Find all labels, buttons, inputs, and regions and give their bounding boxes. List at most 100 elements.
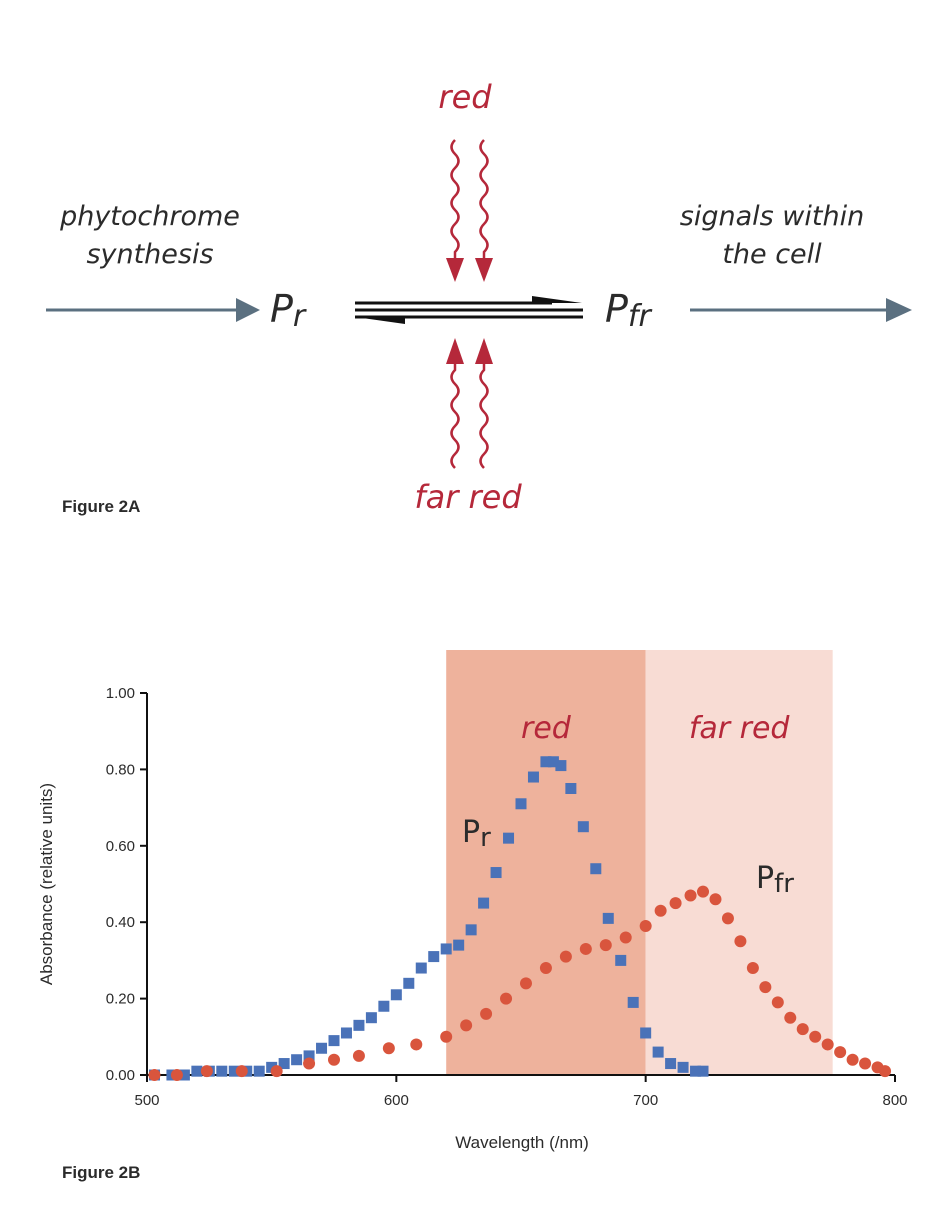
band-labels: red far red: [521, 711, 790, 746]
pfr-data-point: [539, 962, 552, 975]
pfr-data-point: [709, 893, 722, 906]
pfr-data-point: [759, 981, 772, 994]
pr-data-point: [378, 1000, 390, 1012]
pr-data-point: [665, 1058, 677, 1070]
band-label-far-red: far red: [689, 711, 791, 746]
pr-data-point: [328, 1035, 340, 1047]
pfr-data-point: [746, 962, 759, 975]
pr-data-point: [291, 1054, 303, 1066]
x-tick-label: 800: [882, 1092, 907, 1109]
right-label-line1: signals within: [680, 201, 864, 232]
pr-label: Pr: [270, 287, 307, 334]
pfr-data-point: [809, 1030, 822, 1043]
pr-data-point: [478, 897, 490, 909]
pfr-data-point: [303, 1057, 316, 1070]
pfr-data-point: [440, 1030, 453, 1043]
pfr-data-point: [834, 1046, 847, 1059]
y-tick-label: 1.00: [106, 685, 135, 702]
pr-data-point: [266, 1061, 278, 1073]
pfr-data-point: [410, 1038, 423, 1051]
figure-2b-label: Figure 2B: [62, 1163, 140, 1182]
pr-data-point: [677, 1061, 689, 1073]
pfr-data-point: [519, 977, 532, 990]
pr-data-point: [191, 1065, 203, 1077]
pfr-data-point: [382, 1042, 395, 1055]
pr-data-point: [690, 1065, 702, 1077]
pr-data-point: [390, 989, 402, 1001]
signal-arrow: [690, 298, 912, 322]
pr-data-point: [565, 783, 577, 794]
pr-data-point: [615, 954, 627, 966]
pfr-label: Pfr: [605, 287, 652, 334]
series-pfr: [148, 885, 892, 1081]
pfr-data-point: [235, 1065, 248, 1078]
pr-data-point: [590, 863, 602, 875]
pfr-data-point: [148, 1069, 161, 1081]
pr-data-point: [555, 760, 567, 772]
pr-data-point: [415, 962, 427, 974]
y-tick-label: 0.20: [106, 991, 135, 1008]
pfr-data-point: [697, 885, 710, 898]
equilibrium-arrows: [355, 296, 583, 324]
pr-data-point: [453, 939, 465, 951]
pfr-data-point: [879, 1065, 892, 1078]
pr-data-point: [602, 912, 614, 924]
pfr-data-point: [559, 950, 572, 963]
pr-data-point: [303, 1050, 315, 1062]
left-label-line1: phytochrome: [59, 201, 240, 232]
far-red-light-wave-left: [446, 338, 464, 469]
pfr-data-point: [846, 1053, 859, 1066]
pr-data-point: [178, 1069, 190, 1081]
pr-data-point: [652, 1046, 664, 1058]
pr-data-point: [490, 867, 502, 879]
y-tick-label: 0.00: [106, 1067, 135, 1084]
pr-data-point: [340, 1027, 352, 1039]
pr-data-point: [278, 1058, 290, 1070]
figure-2a-label: Figure 2A: [62, 497, 140, 516]
pfr-data-point: [500, 992, 513, 1005]
pfr-data-point: [721, 912, 734, 925]
pr-data-point: [353, 1019, 365, 1031]
left-label-line2: synthesis: [86, 239, 213, 270]
pfr-data-point: [734, 935, 747, 948]
pfr-data-point: [669, 897, 682, 910]
figure-2b: red far red 0.00 0.20 0.40 0.60 0.80 1.00 500 60…: [37, 650, 908, 1182]
far-red-light-label: far red: [414, 478, 522, 516]
series-label-pfr: Pfr: [756, 861, 794, 899]
right-label-line2: the cell: [722, 239, 822, 270]
series-label-pr: Pr: [462, 815, 491, 853]
pr-data-point: [540, 756, 552, 768]
band-far-red: [645, 650, 833, 1075]
x-tick-label: 700: [633, 1092, 658, 1109]
pfr-data-point: [352, 1049, 365, 1062]
pfr-data-point: [599, 939, 612, 952]
pr-data-point: [365, 1012, 377, 1024]
pfr-data-point: [654, 904, 667, 917]
pfr-data-point: [639, 920, 652, 933]
x-axis-title: Wavelength (/nm): [455, 1133, 589, 1152]
pfr-data-point: [460, 1019, 473, 1032]
pfr-data-point: [579, 942, 592, 955]
pr-data-point: [697, 1065, 709, 1077]
shaded-regions: [446, 650, 833, 1075]
pr-data-point: [627, 996, 639, 1008]
pfr-data-point: [821, 1038, 834, 1051]
far-red-light-wave-right: [475, 338, 493, 469]
pr-data-point: [465, 924, 477, 936]
pfr-data-point: [771, 996, 784, 1009]
red-light-wave-left: [446, 139, 464, 282]
pfr-data-point: [796, 1023, 809, 1036]
red-light-label: red: [438, 78, 492, 116]
pr-data-point: [577, 821, 589, 833]
pr-data-point: [527, 771, 539, 783]
pr-data-point: [440, 943, 452, 955]
pr-data-point: [515, 798, 527, 810]
pr-data-point: [547, 756, 559, 768]
y-tick-label: 0.60: [106, 838, 135, 855]
pr-data-point: [216, 1065, 228, 1077]
chart-axes: 0.00 0.20 0.40 0.60 0.80 1.00 500 600 700 800: [106, 685, 908, 1109]
pfr-data-point: [784, 1011, 797, 1024]
pr-data-point: [503, 832, 515, 844]
x-tick-label: 600: [384, 1092, 409, 1109]
